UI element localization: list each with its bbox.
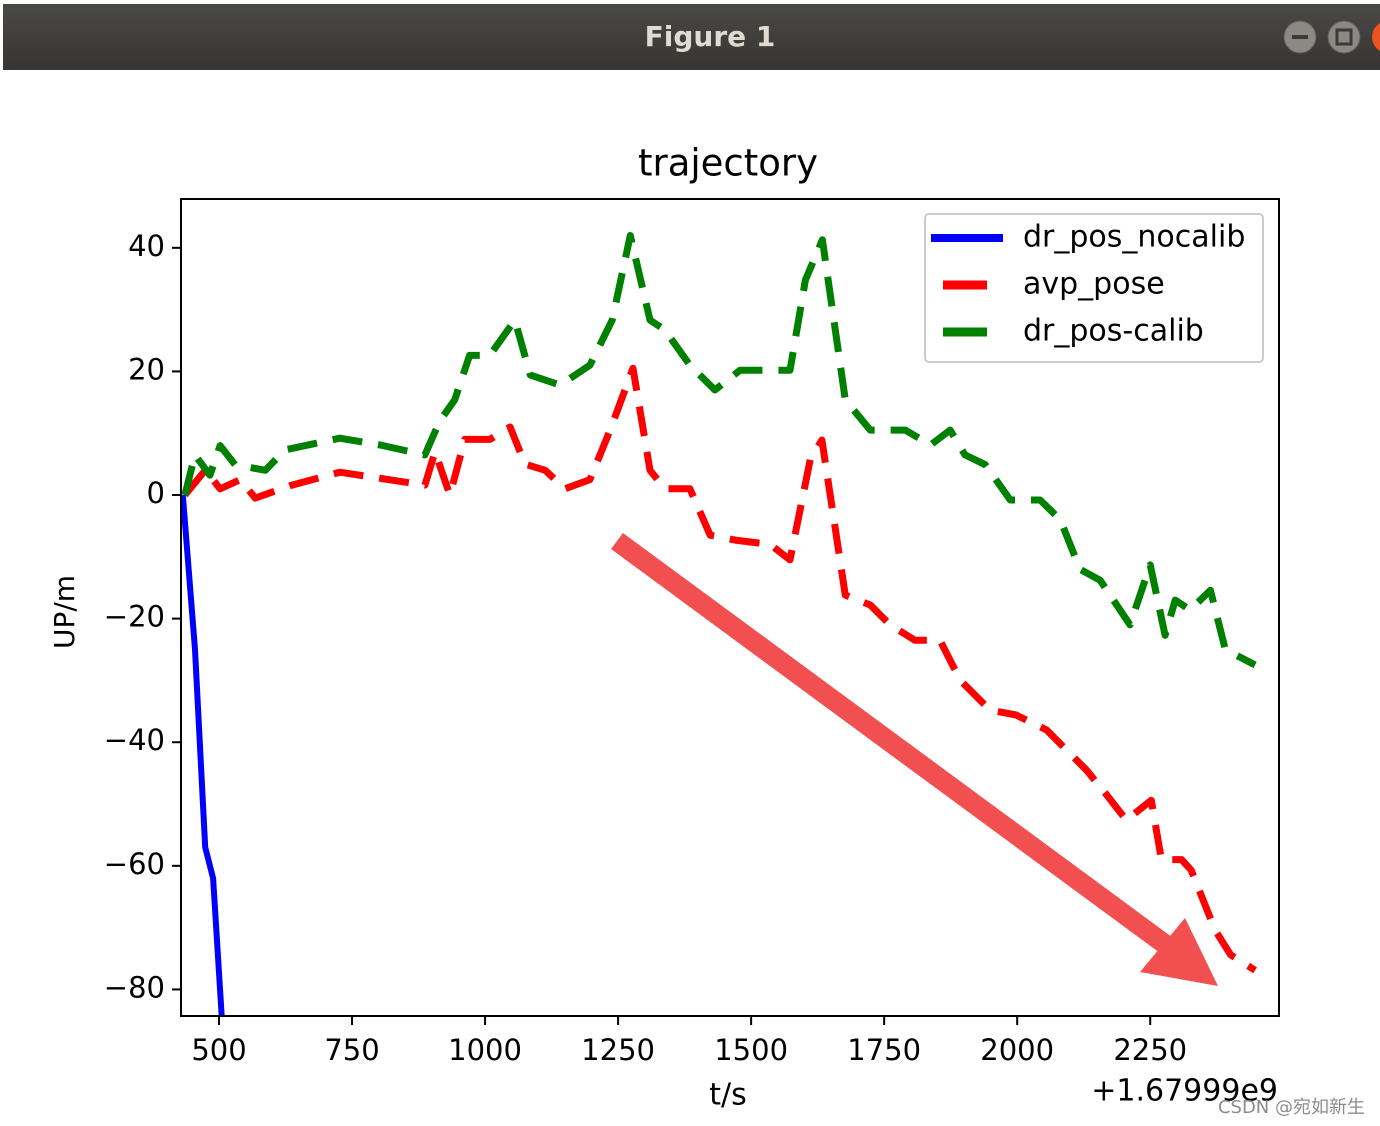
watermark: CSDN @宛如新生	[1218, 1097, 1365, 1118]
y-tick-label: 20	[128, 352, 165, 386]
y-tick-label: −20	[104, 600, 165, 634]
y-axis-label: UP/m	[48, 575, 81, 649]
maximize-button[interactable]	[1327, 20, 1361, 54]
arrow-shaft	[611, 532, 1176, 957]
x-tick-label: 2250	[1113, 1033, 1187, 1067]
legend-label: dr_pos_nocalib	[1023, 220, 1245, 255]
x-tick-label: 1750	[847, 1033, 921, 1067]
close-button[interactable]	[1372, 21, 1380, 53]
y-tick-label: −60	[104, 847, 165, 881]
x-tick-label: 1500	[714, 1033, 788, 1067]
window-title: Figure 1	[645, 20, 776, 53]
x-tick-label: 1000	[448, 1033, 522, 1067]
maximize-icon	[1335, 28, 1353, 46]
y-tick-label: −40	[104, 723, 165, 757]
chart-title: trajectory	[638, 142, 818, 185]
title-bar	[3, 4, 1380, 70]
x-tick-label: 500	[191, 1033, 246, 1067]
x-tick-label: 750	[324, 1033, 379, 1067]
legend-label: dr_pos-calib	[1023, 314, 1204, 349]
minimize-icon	[1292, 35, 1308, 39]
axes-frame	[180, 198, 1280, 1017]
annotation-arrow	[611, 532, 1218, 986]
series-line	[182, 364, 1257, 974]
plot-area	[181, 232, 1257, 1016]
x-tick-label: 2000	[980, 1033, 1054, 1067]
legend: dr_pos_nocalib avp_pose dr_pos-calib	[924, 213, 1264, 363]
y-tick-label: 0	[147, 476, 165, 510]
legend-label: avp_pose	[1023, 267, 1165, 302]
y-tick-label: 40	[128, 229, 165, 263]
x-tick-label: 1250	[581, 1033, 655, 1067]
x-offset-label: +1.67999e9	[1091, 1074, 1278, 1109]
x-axis-label: t/s	[709, 1078, 747, 1113]
arrow-head	[1140, 918, 1218, 986]
legend-box	[924, 213, 1264, 363]
y-tick-label: −80	[104, 970, 165, 1004]
series-line	[181, 494, 225, 1016]
